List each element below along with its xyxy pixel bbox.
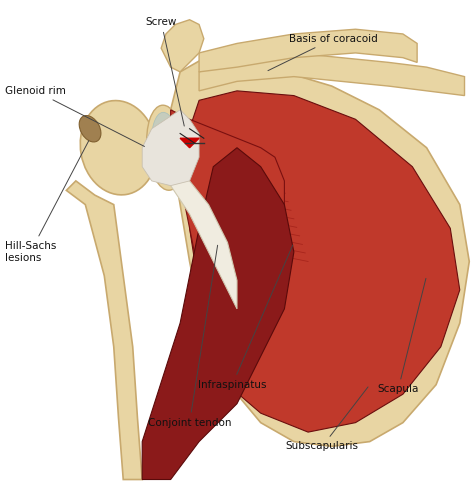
Polygon shape <box>142 110 199 185</box>
Text: Hill-Sachs
lesions: Hill-Sachs lesions <box>5 141 89 263</box>
Polygon shape <box>66 181 142 479</box>
Polygon shape <box>152 167 237 309</box>
Text: Conjoint tendon: Conjoint tendon <box>148 245 231 427</box>
Ellipse shape <box>80 101 157 195</box>
Ellipse shape <box>79 115 101 142</box>
Polygon shape <box>171 110 284 356</box>
Polygon shape <box>180 138 199 148</box>
Text: Scapula: Scapula <box>377 278 426 395</box>
Polygon shape <box>199 29 417 72</box>
Text: Infraspinatus: Infraspinatus <box>198 245 293 390</box>
Text: Basis of coracoid: Basis of coracoid <box>268 34 378 71</box>
Polygon shape <box>171 53 469 447</box>
Polygon shape <box>161 20 204 72</box>
Polygon shape <box>199 53 465 96</box>
Polygon shape <box>190 91 460 432</box>
Ellipse shape <box>151 112 181 183</box>
Text: Screw: Screw <box>146 17 184 126</box>
Ellipse shape <box>146 105 185 190</box>
Text: Glenoid rim: Glenoid rim <box>5 86 145 147</box>
Text: Subscapularis: Subscapularis <box>286 387 368 452</box>
Polygon shape <box>142 148 294 479</box>
